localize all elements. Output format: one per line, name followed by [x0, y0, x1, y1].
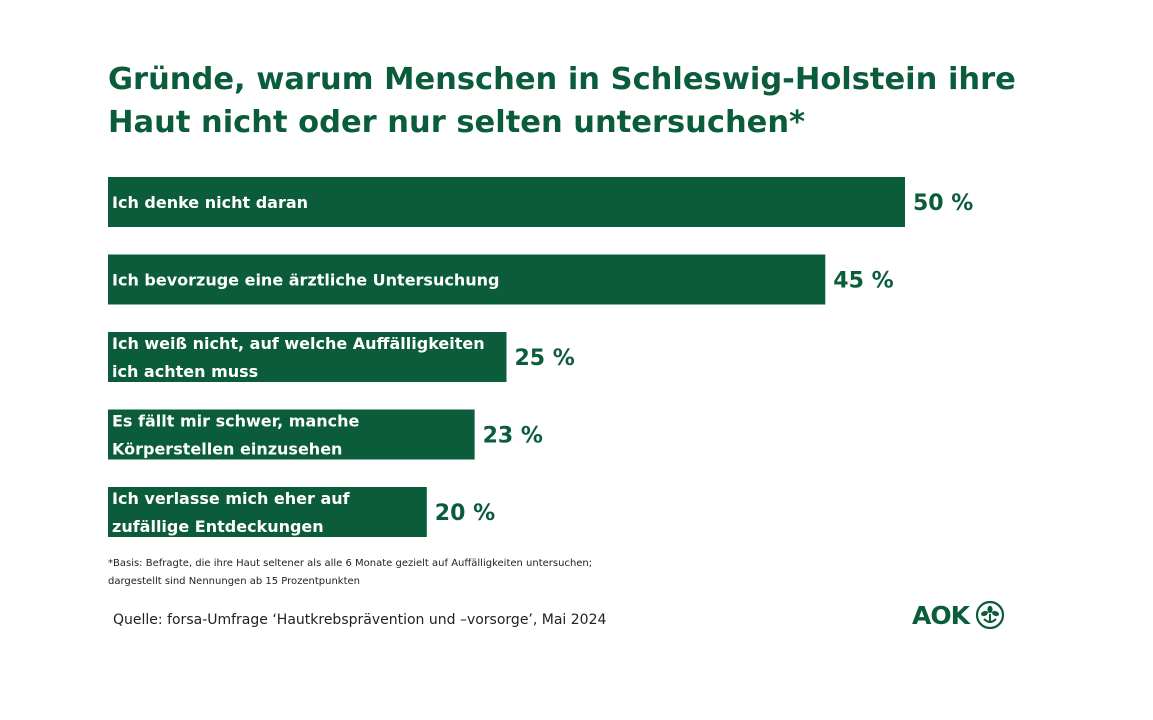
bar-4-label-line-2: Körperstellen einzusehen	[112, 440, 342, 459]
bar-4	[108, 409, 475, 460]
bar-1-value-label: 50 %	[913, 191, 973, 216]
source-text: Quelle: forsa-Umfrage ‘Hautkrebspräventi…	[113, 612, 607, 628]
bar-3-label-line-2: ich achten muss	[112, 362, 258, 381]
bar-1	[108, 177, 905, 227]
logo-text: AOK	[912, 600, 970, 630]
bar-5-label-line-2: zufällige Entdeckungen	[112, 517, 324, 536]
chart-title: Gründe, warum Menschen in Schleswig-Hols…	[108, 58, 1108, 144]
chart-title-line-1: Gründe, warum Menschen in Schleswig-Hols…	[108, 62, 1016, 97]
bar-2-value-label: 45 %	[833, 269, 893, 294]
bar-3-label-line-1: Ich weiß nicht, auf welche Auffälligkeit…	[112, 334, 485, 353]
footnote: *Basis: Befragte, die ihre Haut seltener…	[108, 555, 808, 591]
bar-5	[108, 487, 427, 537]
chart-title-line-2: Haut nicht oder nur selten untersuchen*	[108, 105, 806, 140]
bar-2	[108, 254, 826, 305]
bar-4-label-line-1: Es fällt mir schwer, manche	[112, 412, 360, 431]
bar-chart: Ich denke nicht daran 50 % Ich bevorzuge e…	[108, 177, 973, 537]
footnote-line-2: dargestellt sind Nennungen ab 15 Prozent…	[108, 576, 361, 587]
bar-4-value-label: 23 %	[483, 424, 543, 449]
bar-3-value-label: 25 %	[515, 346, 575, 371]
aok-tree-icon	[975, 600, 1005, 630]
bar-1-label-line-1: Ich denke nicht daran	[112, 193, 308, 212]
bar-3	[108, 332, 507, 382]
bar-2-label-line-1: Ich bevorzuge eine ärztliche Untersuchun…	[112, 271, 499, 290]
bar-5-label-line-1: Ich verlasse mich eher auf	[112, 489, 351, 508]
bar-5-value-label: 20 %	[435, 501, 495, 526]
footnote-line-1: *Basis: Befragte, die ihre Haut seltener…	[108, 558, 593, 569]
aok-logo: AOK	[912, 600, 1005, 630]
